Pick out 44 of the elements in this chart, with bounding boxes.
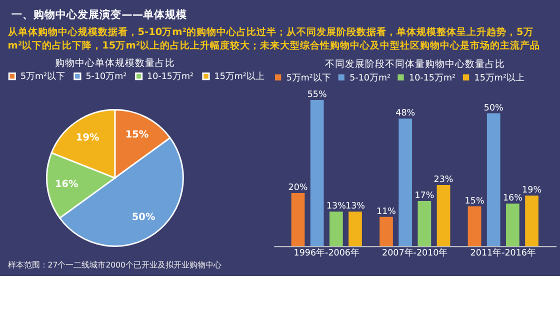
data-label: 20% <box>288 183 308 194</box>
legend-label: 5万m²以下 <box>286 72 331 84</box>
bar <box>436 185 450 246</box>
data-label: 11% <box>376 206 396 217</box>
bar <box>468 206 482 246</box>
x-tick-label: 1996年-2006年 <box>294 247 360 258</box>
bar <box>380 216 393 246</box>
bar <box>329 212 343 246</box>
legend-label: 5-10万m² <box>86 72 127 82</box>
data-label: 19% <box>522 186 542 196</box>
bar <box>418 200 432 246</box>
bar <box>310 100 324 246</box>
legend-label: 10-15万m² <box>409 73 456 84</box>
bar <box>291 192 305 246</box>
bar <box>525 196 538 246</box>
data-label: 13% <box>326 202 346 212</box>
data-label: 23% <box>434 175 454 186</box>
data-label: 15% <box>125 129 149 140</box>
text: 一、购物中心发展演变——单体规模 <box>12 8 188 22</box>
data-label: 17% <box>414 191 434 202</box>
bar <box>348 212 362 246</box>
data-label: 16% <box>502 194 522 204</box>
data-label: 55% <box>307 90 327 100</box>
chart-title: 不同发展阶段不同体量购物中心数量占比 <box>324 58 505 70</box>
bar <box>506 204 520 246</box>
legend-label: 15万m²以上 <box>474 72 524 84</box>
data-label: 48% <box>396 108 416 119</box>
x-tick-label: 2007年-2010年 <box>382 247 448 258</box>
data-label: 50% <box>484 103 504 114</box>
bar <box>486 113 500 246</box>
legend-label: 10-15万m² <box>147 72 194 82</box>
text: 样本范围：27个一二线城市2000个已开业及拟开业购物中心 <box>8 260 222 270</box>
chart-title: 购物中心单体规模数量占比 <box>54 56 175 69</box>
legend-label: 5-10万m² <box>350 73 391 84</box>
data-label: 16% <box>54 178 78 190</box>
data-label: 13% <box>346 202 365 212</box>
legend-label: 15万m²以上 <box>214 71 264 82</box>
data-label: 15% <box>464 196 484 206</box>
x-tick-label: 2011年-2016年 <box>470 247 536 258</box>
text: 从单体购物中心规模数据看，5-10万m²的购物中心占比过半；从不同发展阶段数据看，单体规模整体呈上升趋势，5万m²以下的占比下降，15万m²以上的占比上升幅度较大；未来大型综合性购物中心及中型社区购物中心是市场的主流产品 <box>6 26 540 52</box>
bar <box>398 118 412 246</box>
data-label: 19% <box>76 132 100 144</box>
data-label: 50% <box>132 212 156 224</box>
legend-label: 5万m²以下 <box>20 71 66 82</box>
